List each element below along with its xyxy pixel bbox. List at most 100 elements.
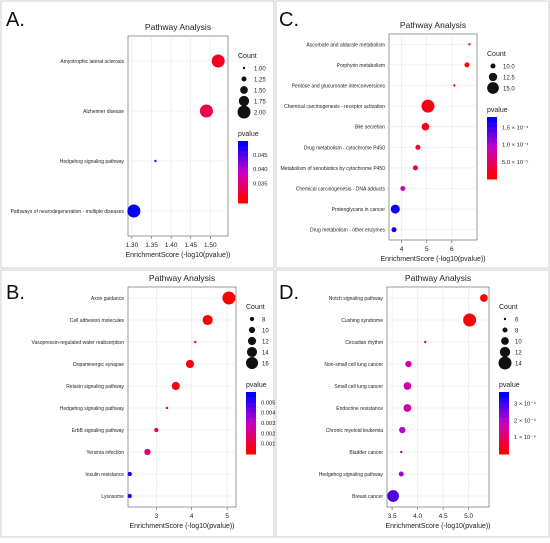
data-point (127, 493, 132, 499)
panel-label: C. (279, 9, 299, 31)
data-point (387, 490, 399, 502)
y-tick-label: Insulin resistance (85, 472, 124, 478)
y-tick-label: Proteoglycans in cancer (332, 207, 386, 213)
legend-pvalue-label: 0.005 (261, 400, 275, 406)
legend-pvalue-gradient (487, 122, 497, 128)
legend-count-label: 12.5 (503, 76, 515, 82)
x-axis-label: EnrichmentScore (-log10(pvalue)) (385, 523, 490, 530)
y-tick-label: Bladder cancer (349, 450, 383, 456)
legend-count-label: 10 (262, 329, 269, 335)
x-tick-label: 4 (190, 513, 194, 520)
legend-pvalue-gradient (499, 417, 509, 424)
plot-area (388, 33, 478, 241)
legend-pvalue-gradient (246, 417, 256, 424)
data-point (127, 471, 132, 477)
chart-title: Pathway Analysis (405, 273, 471, 283)
legend-pvalue-gradient (487, 153, 497, 159)
data-point (403, 382, 412, 390)
x-tick-label: 1.40 (165, 242, 178, 249)
y-tick-label: Amyotrophic lateral sclerosis (60, 59, 124, 65)
legend-pvalue-gradient (238, 156, 248, 163)
data-point (400, 450, 403, 454)
x-tick-label: 1.45 (184, 242, 197, 249)
y-tick-label: Lysosome (101, 494, 124, 500)
chart-title: Pathway Analysis (400, 20, 466, 30)
x-tick-label: 4.5 (439, 513, 448, 520)
legend-pvalue-gradient (238, 141, 248, 147)
y-tick-label: Vasopressin-regulated water reabsorption (32, 340, 125, 346)
legend-pvalue-gradient (487, 173, 497, 180)
legend-count-label: 1.25 (254, 78, 266, 84)
y-tick-label: Porphyrin metabolism (337, 63, 385, 69)
legend-pvalue-gradient (246, 438, 256, 445)
y-tick-label: Small cell lung cancer (334, 384, 383, 390)
y-tick-label: Cushing syndrome (341, 318, 383, 324)
y-tick-label: Metabolism of xenobiotics by cytochrome … (281, 166, 386, 172)
legend-pvalue-gradient (246, 407, 256, 414)
legend-pvalue-gradient (499, 448, 509, 455)
legend-count-swatch (245, 356, 259, 370)
y-tick-label: ErbB signaling pathway (72, 428, 125, 434)
x-tick-label: 6 (450, 246, 454, 253)
data-point (468, 43, 471, 46)
legend-pvalue-gradient (499, 438, 509, 445)
legend-pvalue-gradient (499, 412, 509, 419)
legend-count-label: 1.00 (254, 67, 266, 73)
x-axis-label: EnrichmentScore (-log10(pvalue)) (125, 252, 230, 259)
legend-count-swatch (498, 356, 512, 370)
x-axis-label: EnrichmentScore (-log10(pvalue)) (129, 523, 234, 530)
panel-label: A. (6, 9, 25, 31)
x-tick-label: 4 (400, 246, 404, 253)
data-point (412, 165, 418, 171)
data-point (400, 185, 406, 192)
data-point (403, 404, 412, 412)
data-point (391, 227, 397, 233)
data-point (399, 426, 406, 434)
data-point (202, 314, 213, 326)
legend-count-swatch (238, 95, 250, 107)
data-point (464, 62, 470, 68)
data-point (421, 99, 435, 113)
legend-pvalue-gradient (246, 397, 256, 403)
panel-c: C. Pathway Analysis 4 5 6 EnrichmentScore (-l… (275, 0, 550, 269)
legend-pvalue-gradient (487, 158, 497, 164)
data-point (154, 427, 159, 433)
legend-count-label: 14 (262, 351, 269, 357)
y-tick-label: Circadian rhythm (345, 340, 383, 346)
y-tick-label: Chemical carcinogenesis - receptor activ… (284, 104, 385, 110)
data-point (199, 104, 213, 118)
legend-pvalue-gradient (238, 182, 248, 188)
legend-count-label: 8 (262, 318, 266, 324)
plot-area (127, 286, 237, 508)
legend-pvalue-gradient (487, 117, 497, 123)
legend-pvalue-gradient (246, 448, 256, 455)
legend-count-swatch (246, 346, 258, 358)
x-tick-label: 3 (155, 513, 159, 520)
y-tick-label: Yersinia infection (86, 450, 124, 456)
legend-pvalue-label: 0.003 (261, 421, 275, 427)
legend-pvalue-gradient (238, 172, 248, 178)
data-point (405, 360, 412, 368)
legend-pvalue-label: 0.040 (253, 167, 268, 173)
legend-pvalue-gradient (238, 187, 248, 194)
legend-pvalue-gradient (499, 428, 509, 434)
panel-b-chart: B. Pathway Analysis 3 4 5 EnrichmentScore (-l… (0, 269, 276, 538)
legend-count-label: 16 (262, 362, 269, 368)
legend-pvalue-gradient (499, 402, 509, 408)
legend-count-label: 2.00 (254, 111, 266, 117)
legend-pvalue-gradient (499, 392, 509, 398)
data-point (463, 313, 477, 327)
legend-pvalue-title: pvalue (238, 131, 259, 138)
legend-pvalue-gradient (487, 148, 497, 154)
y-tick-label: Endocrine resistance (336, 406, 383, 412)
y-tick-label: Notch signaling pathway (329, 296, 384, 302)
legend-count-title: Count (499, 304, 518, 311)
data-point (165, 406, 169, 410)
legend-pvalue-label: 3 × 10⁻⁴ (514, 401, 536, 408)
y-tick-label: Alzheimer disease (83, 109, 124, 115)
legend-pvalue-gradient (238, 146, 248, 152)
legend-pvalue-gradient (238, 177, 248, 183)
panel-a-chart: A. Pathway Analysis 1.30 1.35 1.40 1.45 1.50 En… (0, 0, 275, 269)
legend-count-label: 12 (515, 351, 522, 357)
legend-count-label: 14 (515, 362, 522, 368)
